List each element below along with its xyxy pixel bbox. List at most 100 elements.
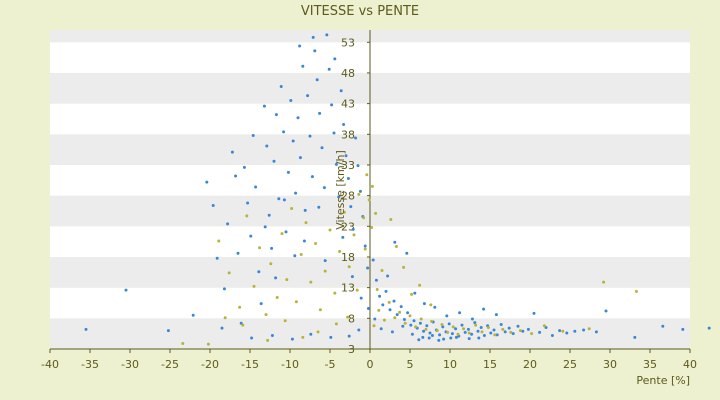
data-point — [707, 326, 711, 330]
data-point — [249, 234, 253, 238]
data-point — [311, 35, 315, 39]
data-point — [285, 278, 289, 282]
data-point — [344, 154, 348, 158]
data-point — [482, 334, 486, 338]
data-point — [309, 332, 313, 336]
data-point — [467, 337, 471, 341]
x-tick-label: -40 — [41, 358, 59, 371]
data-point — [372, 324, 376, 328]
data-point — [302, 239, 306, 243]
data-point — [282, 198, 286, 202]
data-point — [318, 111, 322, 115]
data-point — [320, 146, 324, 150]
data-point — [530, 332, 534, 336]
data-point — [438, 333, 442, 337]
data-point — [366, 307, 370, 311]
data-point — [422, 329, 426, 333]
data-point — [274, 113, 278, 117]
data-point — [412, 319, 416, 323]
data-point — [394, 245, 398, 249]
x-tick-label: 0 — [367, 358, 374, 371]
data-point — [418, 283, 422, 287]
data-point — [322, 186, 326, 190]
data-point — [395, 313, 399, 317]
data-point — [378, 294, 382, 298]
data-point — [417, 338, 421, 342]
x-tick-label: 25 — [563, 358, 577, 371]
data-point — [499, 322, 503, 326]
data-point — [446, 330, 450, 334]
x-tick-label: 20 — [523, 358, 537, 371]
data-point — [430, 334, 434, 338]
data-point — [277, 197, 281, 201]
data-point — [442, 337, 446, 341]
data-point — [274, 276, 278, 280]
data-point — [425, 324, 429, 328]
data-point — [325, 33, 329, 37]
data-point — [441, 325, 445, 329]
data-point — [467, 331, 471, 335]
data-point — [447, 322, 451, 326]
data-point — [258, 246, 262, 250]
data-point — [279, 84, 283, 88]
data-point — [334, 322, 338, 326]
data-point — [370, 184, 374, 188]
data-point — [424, 327, 428, 331]
data-point — [470, 332, 474, 336]
data-point — [328, 228, 332, 232]
data-point — [382, 318, 386, 322]
data-point — [602, 280, 606, 284]
data-point — [294, 300, 298, 304]
data-point — [633, 335, 637, 339]
data-point — [355, 288, 359, 292]
data-point — [316, 330, 320, 334]
data-point — [222, 287, 226, 291]
data-point — [289, 99, 293, 103]
data-point — [363, 247, 367, 251]
data-point — [542, 324, 546, 328]
data-point — [366, 266, 370, 270]
data-point — [494, 313, 498, 317]
x-tick-label: -30 — [121, 358, 139, 371]
x-tick-label: -5 — [325, 358, 336, 371]
y-tick-label: 43 — [341, 98, 355, 111]
data-point — [323, 259, 327, 263]
data-point — [301, 64, 305, 68]
data-point — [238, 305, 242, 309]
x-tick-label: -25 — [161, 358, 179, 371]
data-point — [263, 225, 267, 229]
data-point — [347, 334, 351, 338]
data-point — [298, 44, 302, 48]
data-point — [346, 176, 350, 180]
data-point — [661, 324, 665, 328]
data-point — [509, 330, 513, 334]
data-point — [375, 287, 379, 291]
data-point — [418, 321, 422, 325]
data-point — [270, 334, 274, 338]
data-point — [401, 324, 405, 328]
data-point — [413, 291, 417, 295]
data-point — [354, 136, 358, 140]
data-point — [217, 239, 221, 243]
data-point — [234, 174, 238, 178]
data-point — [374, 278, 378, 282]
data-point — [339, 89, 343, 93]
data-point — [303, 208, 307, 212]
data-point — [299, 253, 303, 257]
data-point — [392, 299, 396, 303]
y-tick-label: 33 — [341, 159, 355, 172]
data-point — [403, 321, 407, 325]
data-point — [511, 332, 515, 336]
y-tick-label: 23 — [341, 220, 355, 233]
data-point — [301, 335, 305, 339]
data-point — [282, 130, 286, 134]
data-point — [223, 316, 227, 320]
data-point — [226, 222, 230, 226]
data-point — [516, 324, 520, 328]
data-point — [458, 311, 462, 315]
data-point — [358, 189, 362, 193]
x-tick-label: -15 — [241, 358, 259, 371]
data-point — [482, 307, 486, 311]
x-tick-label: 40 — [683, 358, 697, 371]
data-point — [408, 314, 412, 318]
